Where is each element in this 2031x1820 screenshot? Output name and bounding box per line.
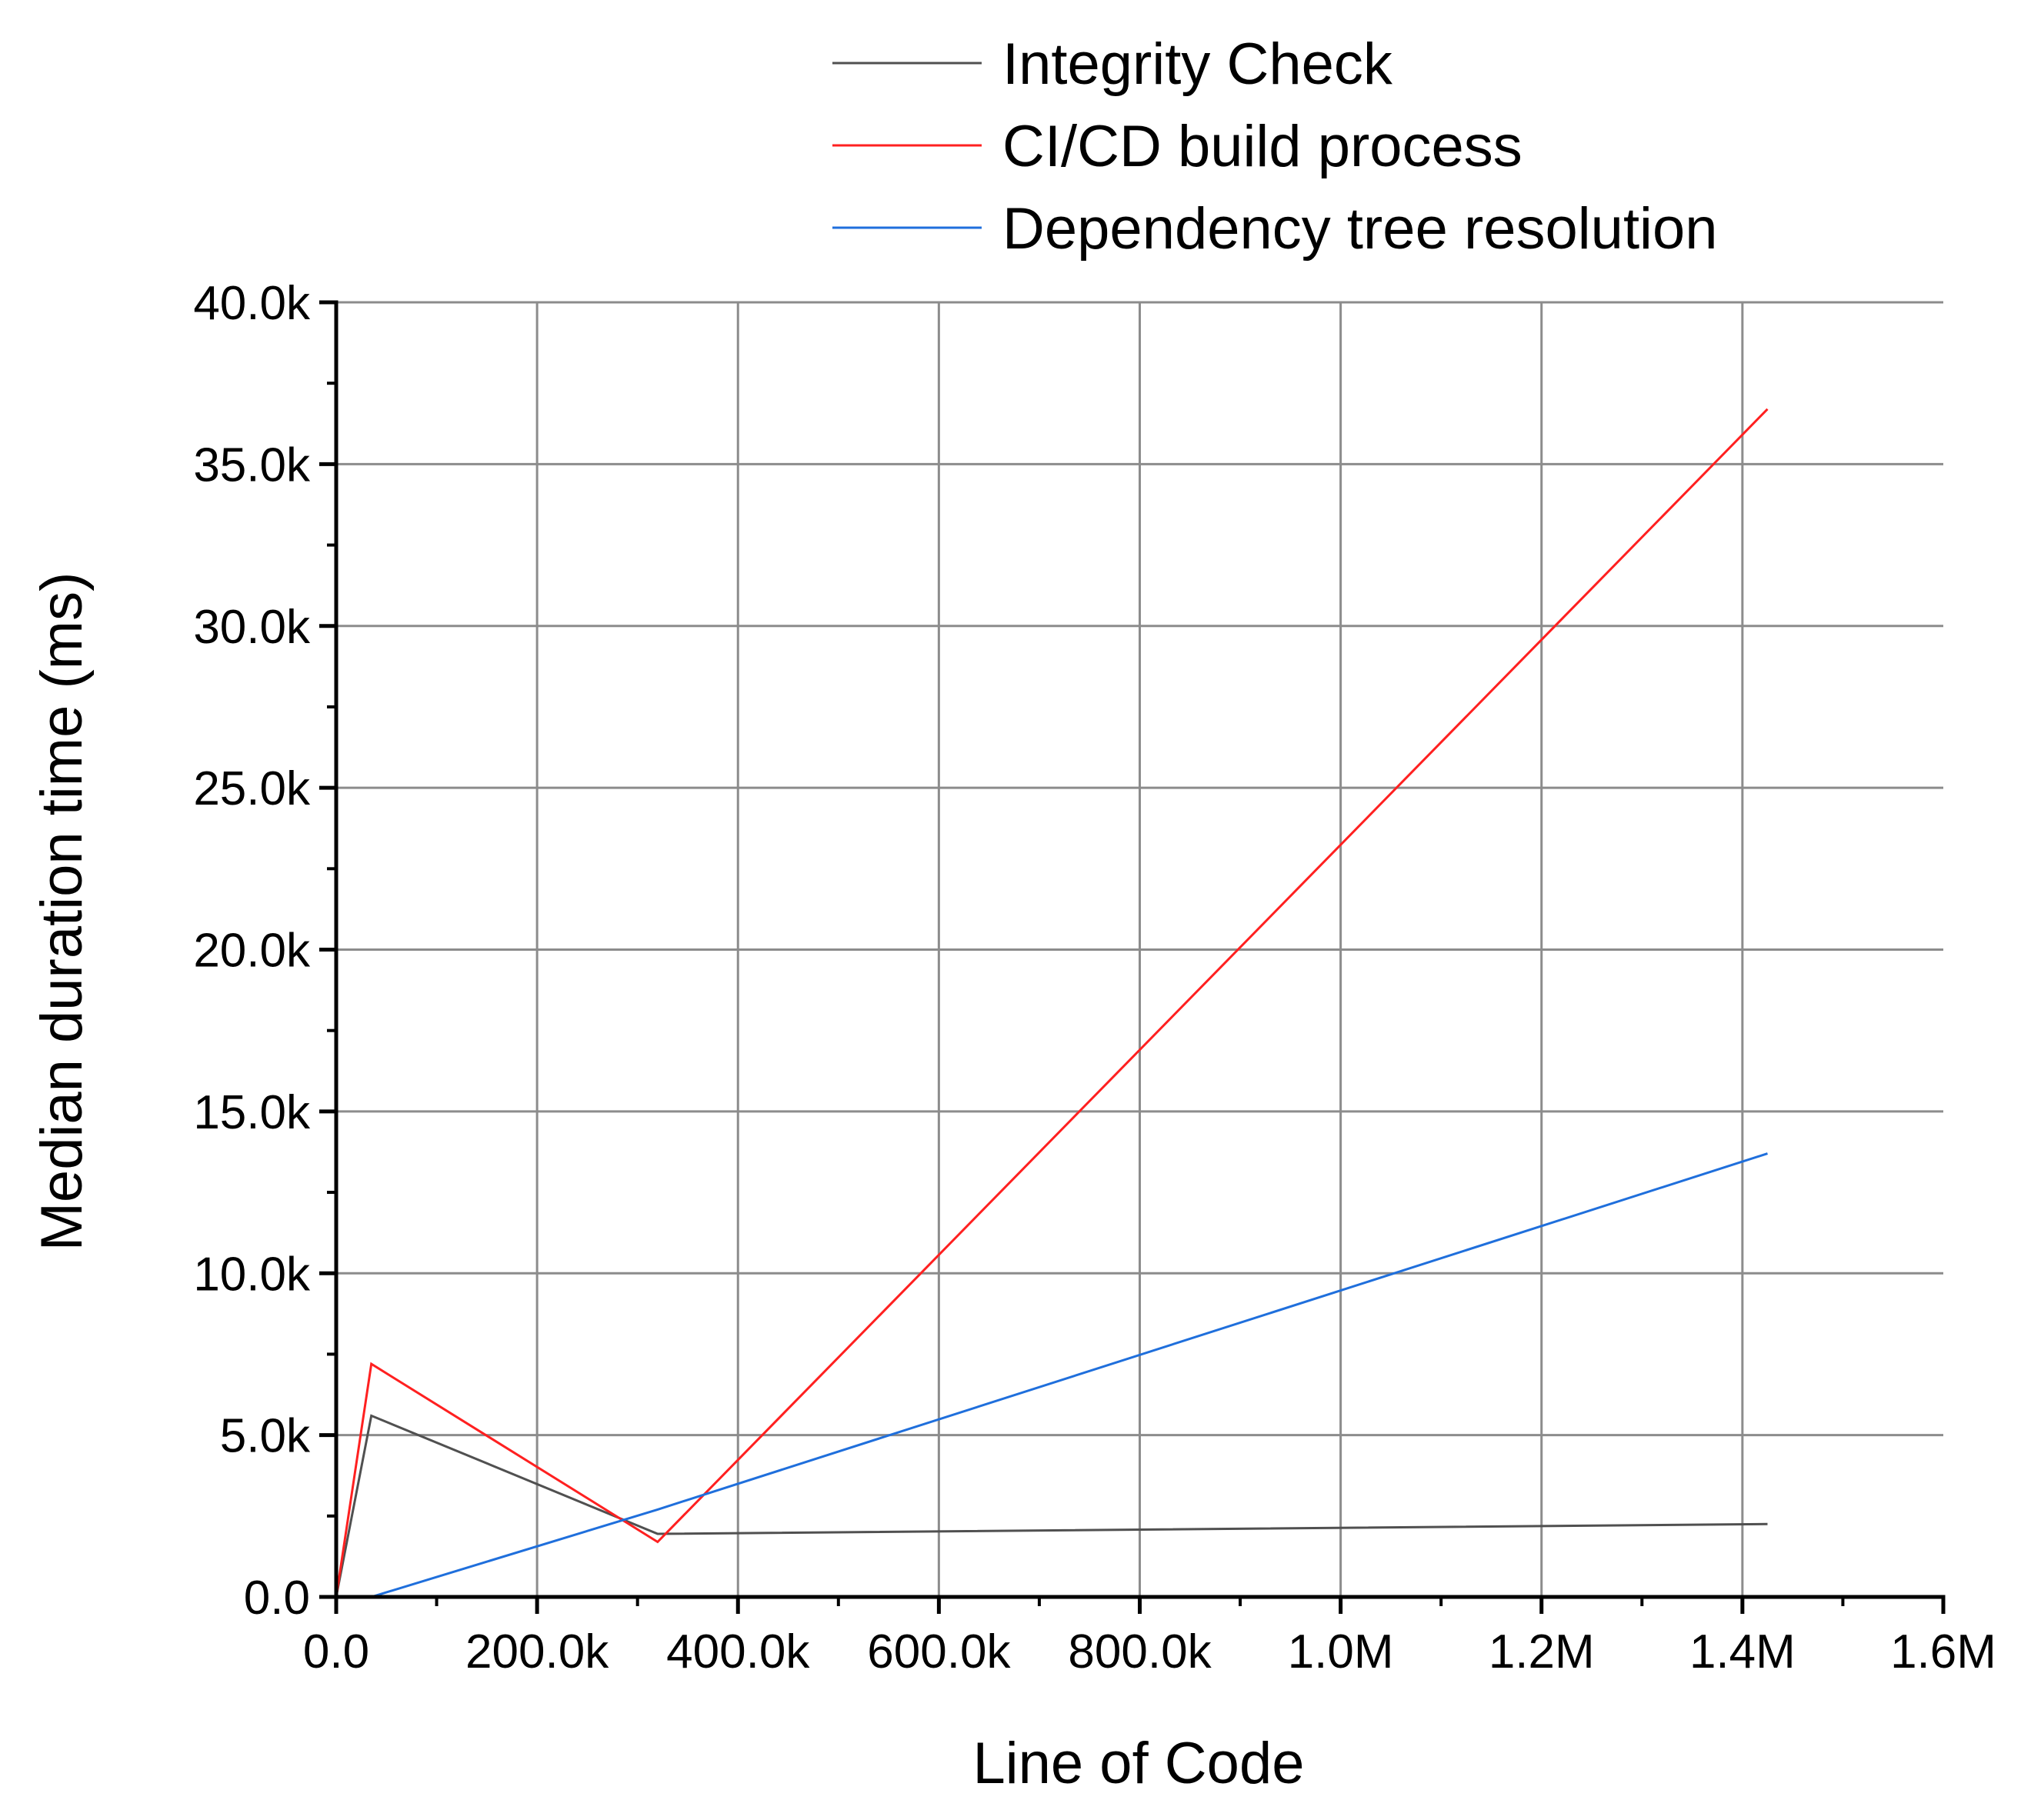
y-tick-label: 20.0k: [193, 925, 311, 978]
y-tick-label: 40.0k: [193, 277, 311, 330]
y-axis-title: Median duration time (ms): [29, 572, 95, 1252]
y-tick-label: 35.0k: [193, 438, 311, 492]
x-tick-label: 1.6M: [1890, 1625, 1996, 1678]
series-line-1: [335, 1414, 1768, 1598]
x-tick-label: 400.0k: [666, 1625, 810, 1678]
series-line-2: [335, 408, 1769, 1598]
x-tick-label: 200.0k: [465, 1625, 609, 1678]
y-tick-label: 0.0: [244, 1572, 310, 1625]
y-tick-label: 25.0k: [193, 762, 311, 815]
y-tick-label: 15.0k: [193, 1086, 311, 1139]
ticks: [319, 300, 1946, 1614]
grid: [336, 301, 1943, 1597]
series-lines: [335, 408, 1769, 1598]
x-tick-label: 0.0: [303, 1625, 369, 1678]
legend-label-2: CI/CD build process: [1002, 114, 1522, 179]
legend: Integrity Check CI/CD build process Depend…: [832, 32, 1717, 262]
x-axis-title: Line of Code: [973, 1731, 1305, 1796]
x-tick-label: 800.0k: [1068, 1625, 1212, 1678]
tick-labels: 0.0 200.0k 400.0k 600.0k 800.0k 1.0M 1.2M 1.4M 1…: [193, 277, 1996, 1678]
y-tick-label: 10.0k: [193, 1248, 311, 1301]
legend-label-1: Integrity Check: [1002, 32, 1393, 97]
x-tick-label: 1.4M: [1689, 1625, 1796, 1678]
y-tick-label: 5.0k: [220, 1410, 311, 1463]
x-tick-label: 1.0M: [1288, 1625, 1394, 1678]
x-tick-label: 600.0k: [867, 1625, 1011, 1678]
x-tick-label: 1.2M: [1489, 1625, 1595, 1678]
legend-label-3: Dependency tree resolution: [1002, 196, 1717, 262]
y-tick-label: 30.0k: [193, 601, 311, 654]
